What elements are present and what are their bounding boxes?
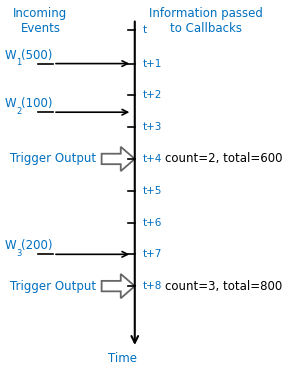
Text: Information passed
to Callbacks: Information passed to Callbacks bbox=[149, 7, 263, 36]
Text: t+2: t+2 bbox=[142, 91, 162, 100]
Text: Trigger Output: Trigger Output bbox=[10, 153, 96, 165]
Text: t+3: t+3 bbox=[142, 122, 162, 132]
Text: 3: 3 bbox=[16, 249, 21, 258]
Text: 2: 2 bbox=[16, 107, 21, 116]
Text: W: W bbox=[5, 239, 16, 252]
Text: t+7: t+7 bbox=[142, 249, 162, 259]
Text: t+5: t+5 bbox=[142, 186, 162, 196]
Text: (200): (200) bbox=[21, 239, 53, 252]
Text: t+1: t+1 bbox=[142, 59, 162, 68]
Polygon shape bbox=[102, 274, 135, 298]
Text: t+6: t+6 bbox=[142, 218, 162, 227]
Text: (500): (500) bbox=[21, 49, 53, 62]
Text: count=3, total=800: count=3, total=800 bbox=[165, 280, 283, 292]
Text: t+8: t+8 bbox=[142, 281, 162, 291]
Text: t+4: t+4 bbox=[142, 154, 162, 164]
Text: W: W bbox=[5, 97, 16, 110]
Text: count=2, total=600: count=2, total=600 bbox=[165, 153, 283, 165]
Text: (100): (100) bbox=[21, 97, 53, 110]
Text: Time: Time bbox=[108, 352, 137, 365]
Polygon shape bbox=[102, 147, 135, 171]
Text: 1: 1 bbox=[16, 58, 21, 67]
Text: Incoming
Events: Incoming Events bbox=[13, 7, 67, 36]
Text: Trigger Output: Trigger Output bbox=[10, 280, 96, 292]
Text: W: W bbox=[5, 49, 16, 62]
Text: t: t bbox=[142, 25, 146, 35]
